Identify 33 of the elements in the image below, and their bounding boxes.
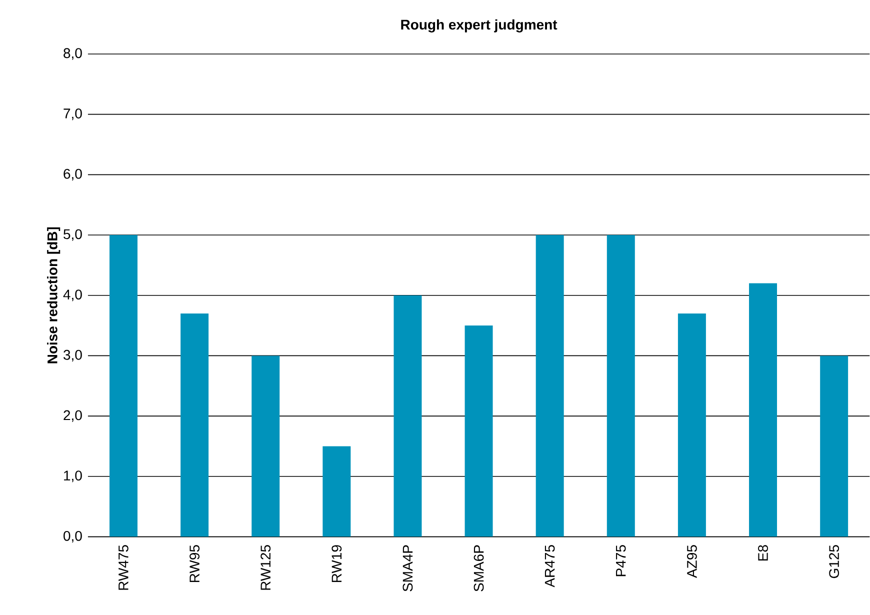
x-tick-label: RW95 xyxy=(190,545,200,582)
bar xyxy=(464,326,493,537)
y-tick-label: 3,0 xyxy=(64,350,82,362)
x-tick-label: RW19 xyxy=(332,545,342,582)
bar xyxy=(678,314,706,537)
y-tick-label: 4,0 xyxy=(63,290,82,302)
bar xyxy=(322,446,351,537)
chart-title: Rough expert judgment xyxy=(401,19,558,33)
bar xyxy=(394,295,422,537)
x-tick-label: SMA4P xyxy=(402,545,413,592)
x-tick-label: AR475 xyxy=(544,545,555,588)
bar xyxy=(110,235,138,537)
x-tick-label: RW125 xyxy=(260,545,271,590)
x-tick-label: G125 xyxy=(829,545,840,578)
bar xyxy=(820,356,848,537)
y-tick-label: 7,0 xyxy=(64,108,82,120)
bar xyxy=(180,314,209,537)
x-tick-label: AZ95 xyxy=(686,545,697,578)
y-tick-label: 2,0 xyxy=(64,410,82,422)
y-tick-label: 8,0 xyxy=(64,48,82,60)
x-tick-label: P475 xyxy=(616,545,626,576)
y-tick-label: 0,0 xyxy=(64,531,82,543)
y-tick-label: 5,0 xyxy=(64,229,82,241)
bar xyxy=(252,356,280,537)
x-tick-label: E8 xyxy=(758,545,768,561)
x-tick-label: RW475 xyxy=(118,545,128,590)
bar xyxy=(606,235,635,537)
y-tick-label: 6,0 xyxy=(64,169,82,181)
y-axis-title: Noise reduction [dB] xyxy=(47,227,60,364)
bar xyxy=(749,283,778,537)
y-tick-label: 1,0 xyxy=(64,470,82,482)
bar xyxy=(536,235,564,537)
x-tick-label: SMA6P xyxy=(474,545,484,592)
